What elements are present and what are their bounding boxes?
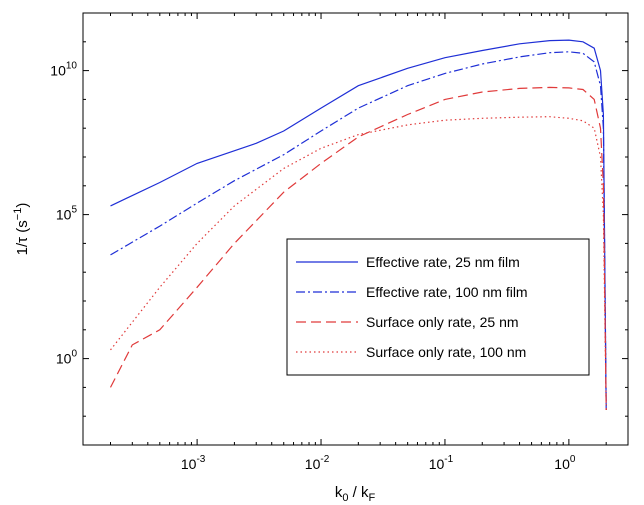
x-tick-label: 10-2 [305, 454, 330, 472]
x-tick-label: 100 [554, 454, 576, 472]
plot-frame [82, 12, 629, 446]
x-tick-label: 10-3 [181, 454, 206, 472]
series-line-1 [110, 39, 607, 411]
y-tick-label: 105 [56, 205, 78, 223]
series-layer [109, 39, 607, 411]
series-line-4 [110, 116, 607, 411]
x-tick-label: 10-1 [429, 454, 454, 472]
legend-label: Surface only rate, 25 nm [366, 314, 519, 330]
legend-label: Effective rate, 100 nm film [366, 284, 528, 300]
x-axis-title: k0 / kF [335, 484, 376, 504]
series-line-3 [109, 86, 607, 411]
y-tick-label: 100 [56, 349, 78, 367]
legend: Effective rate, 25 nm film Effective rate… [286, 238, 590, 376]
legend-label: Surface only rate, 100 nm [366, 344, 526, 360]
legend-label: Effective rate, 25 nm film [366, 254, 520, 270]
axis-layer: 10-3 10-2 10-1 100 100 105 1010 [50, 12, 629, 472]
y-tick-label: 1010 [50, 61, 77, 79]
y-axis-title: 1/τ (s−1) [12, 203, 31, 256]
series-line-2 [110, 51, 607, 411]
